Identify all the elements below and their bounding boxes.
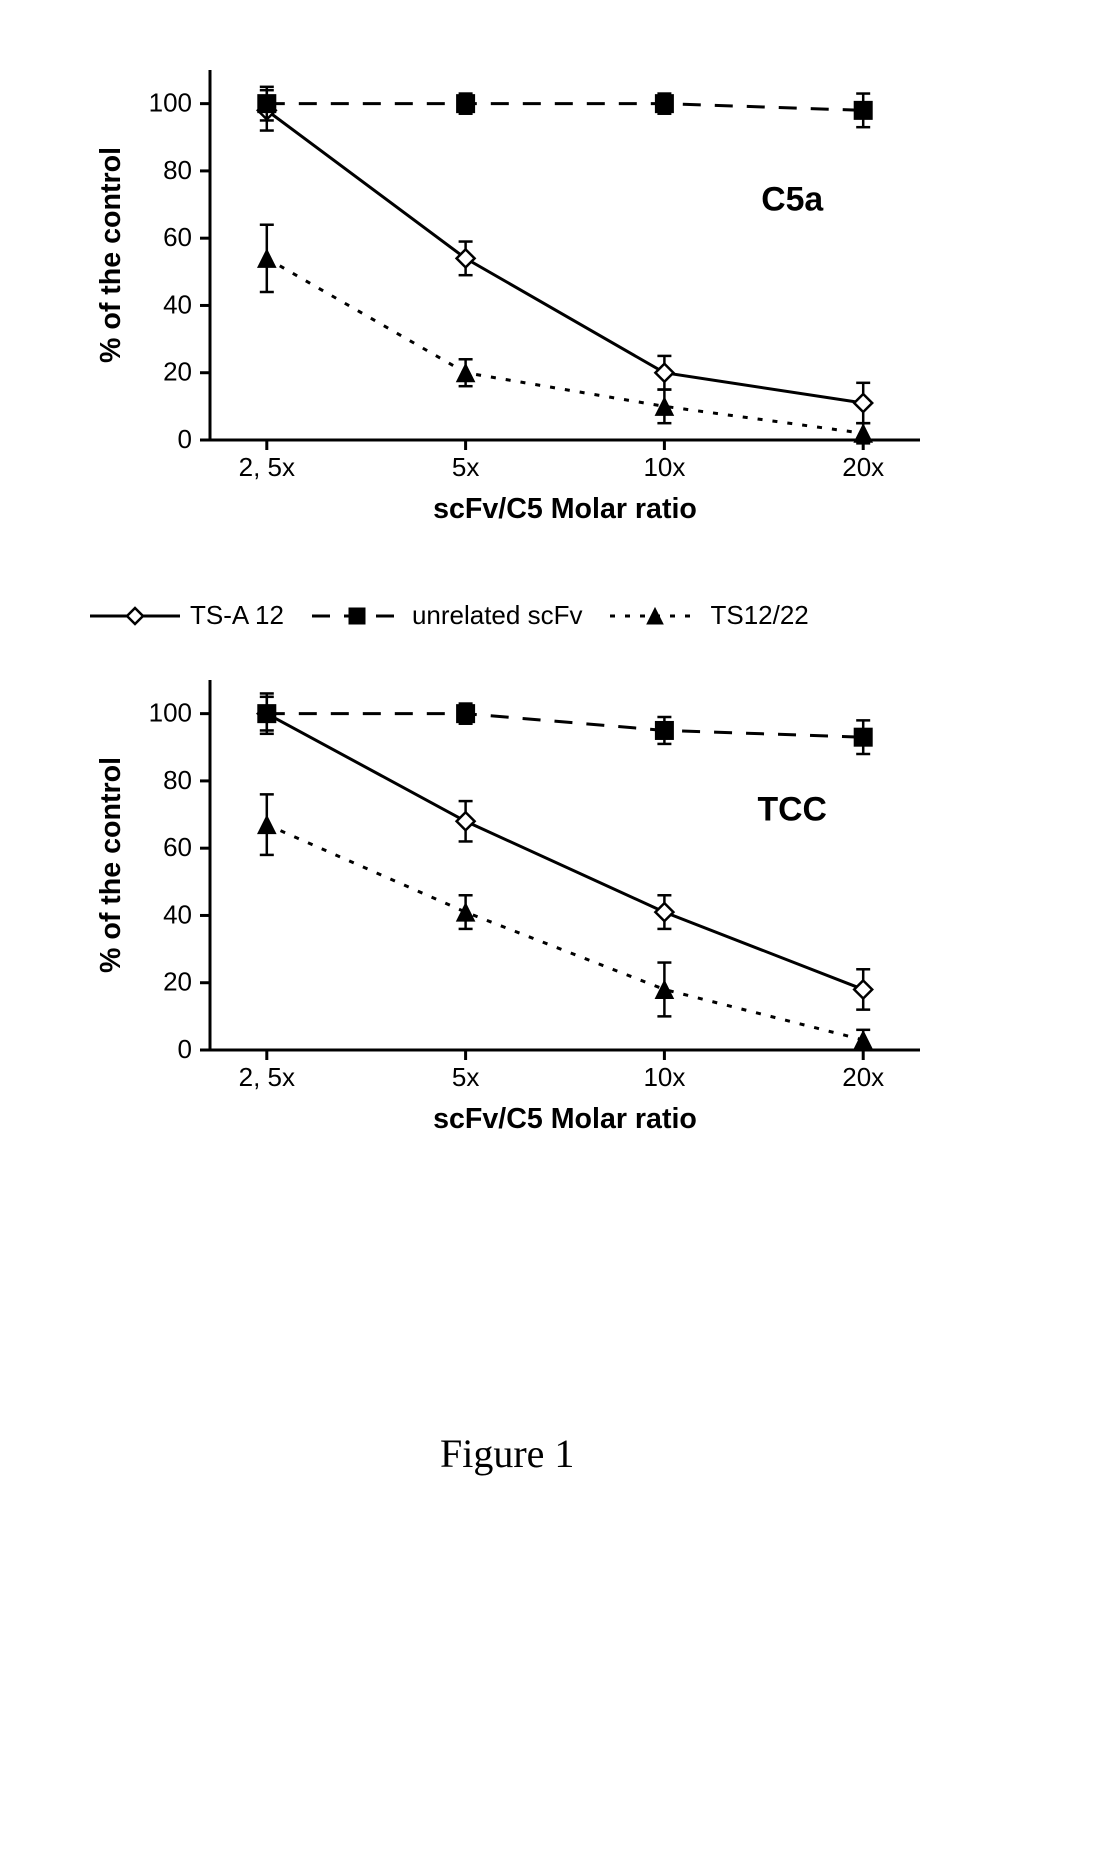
ytick-label: 80 <box>163 765 192 795</box>
page: 0 20 40 60 80 100 2, 5x 5x 10x 20x % of the contro… <box>0 0 1108 1874</box>
legend-swatch <box>610 604 700 628</box>
chart-tcc: 0 20 40 60 80 100 2, 5x 5x 10x 20x % of the contro… <box>90 660 950 1140</box>
legend: TS-A 12 unrelated scFv TS12/22 <box>90 600 809 631</box>
ytick-label: 80 <box>163 155 192 185</box>
ytick-label: 40 <box>163 899 192 929</box>
xtick-label: 10x <box>643 452 685 482</box>
series-line <box>267 714 863 990</box>
chart-inset-label: TCC <box>757 791 826 829</box>
xtick-label: 5x <box>452 1062 479 1092</box>
xtick-label: 5x <box>452 452 479 482</box>
chart-c5a: 0 20 40 60 80 100 2, 5x 5x 10x 20x % of the contro… <box>90 50 950 530</box>
legend-item: TS-A 12 <box>90 600 284 631</box>
x-axis-label: scFv/C5 Molar ratio <box>433 493 697 525</box>
ytick-label: 100 <box>149 698 192 728</box>
series-line <box>267 110 863 403</box>
legend-label: unrelated scFv <box>412 600 583 631</box>
ytick-label: 60 <box>163 832 192 862</box>
ytick-label: 0 <box>178 424 192 454</box>
legend-swatch <box>312 604 402 628</box>
chart-svg: 0 20 40 60 80 100 2, 5x 5x 10x 20x % of the contro… <box>90 660 950 1140</box>
chart-inset-label: C5a <box>761 181 824 219</box>
chart-svg: 0 20 40 60 80 100 2, 5x 5x 10x 20x % of the contro… <box>90 50 950 530</box>
ytick-label: 100 <box>149 88 192 118</box>
xtick-label: 20x <box>842 1062 884 1092</box>
ytick-label: 0 <box>178 1034 192 1064</box>
xtick-label: 20x <box>842 452 884 482</box>
legend-item: TS12/22 <box>610 600 808 631</box>
series-line <box>267 714 863 738</box>
legend-label: TS-A 12 <box>190 600 284 631</box>
xtick-label: 2, 5x <box>239 1062 295 1092</box>
xtick-label: 2, 5x <box>239 452 295 482</box>
series-line <box>267 825 863 1040</box>
ytick-label: 20 <box>163 357 192 387</box>
y-axis-label: % of the control <box>95 147 127 363</box>
y-axis-label: % of the control <box>95 757 127 973</box>
ytick-label: 40 <box>163 289 192 319</box>
series-line <box>267 258 863 433</box>
figure-caption: Figure 1 <box>440 1430 574 1477</box>
xtick-label: 10x <box>643 1062 685 1092</box>
legend-swatch <box>90 604 180 628</box>
series-line <box>267 104 863 111</box>
legend-label: TS12/22 <box>710 600 808 631</box>
x-axis-label: scFv/C5 Molar ratio <box>433 1103 697 1135</box>
ytick-label: 20 <box>163 967 192 997</box>
legend-item: unrelated scFv <box>312 600 583 631</box>
ytick-label: 60 <box>163 222 192 252</box>
